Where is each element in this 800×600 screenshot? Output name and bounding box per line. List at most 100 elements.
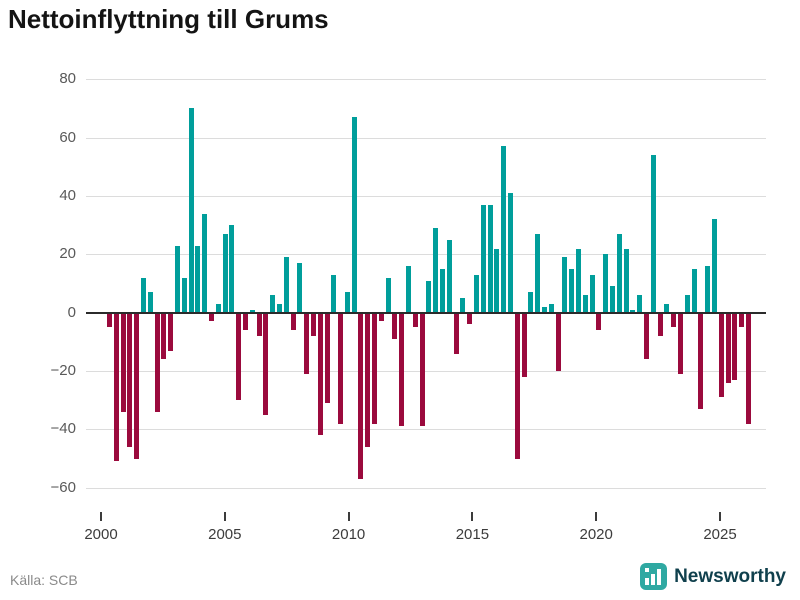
x-axis-tick xyxy=(719,512,721,521)
bar xyxy=(406,266,412,313)
bar xyxy=(290,312,296,331)
gridline xyxy=(86,137,766,139)
bar xyxy=(161,312,167,360)
bar xyxy=(304,312,310,374)
bar xyxy=(222,233,228,313)
bar xyxy=(453,312,459,354)
y-axis-label: −20 xyxy=(50,362,76,380)
bar xyxy=(745,312,751,424)
bar xyxy=(317,312,323,436)
bar xyxy=(174,245,180,313)
bar xyxy=(555,312,561,372)
bar xyxy=(643,312,649,360)
bar xyxy=(188,108,194,313)
bar xyxy=(718,312,724,398)
bar xyxy=(467,312,473,325)
bar xyxy=(691,268,697,313)
bar xyxy=(487,204,493,313)
bar xyxy=(385,277,391,313)
bar xyxy=(433,228,439,313)
gridline xyxy=(86,487,766,489)
bar xyxy=(542,306,547,313)
bar xyxy=(378,312,384,322)
x-axis-label: 2020 xyxy=(579,526,613,543)
x-axis-tick xyxy=(100,512,102,521)
bar xyxy=(263,312,269,415)
bar xyxy=(698,312,704,409)
gridline xyxy=(86,196,766,197)
bar xyxy=(229,225,235,313)
bar xyxy=(562,257,568,313)
bar xyxy=(134,312,140,459)
x-axis-tick xyxy=(223,512,226,521)
x-axis-label: 2015 xyxy=(455,526,490,543)
chart-title: Nettoinflyttning till Grums xyxy=(8,4,329,34)
y-axis-label: 60 xyxy=(59,128,76,146)
bar xyxy=(181,277,187,313)
source-note: Källa: SCB xyxy=(10,572,78,588)
bar xyxy=(426,280,432,313)
x-axis-tick xyxy=(347,512,350,521)
bar xyxy=(249,309,255,313)
bar xyxy=(310,312,316,337)
bar xyxy=(725,312,731,383)
bar xyxy=(711,219,717,313)
bar xyxy=(528,292,534,313)
bar xyxy=(575,248,581,313)
y-axis-label: 40 xyxy=(59,187,76,204)
bar xyxy=(657,312,663,337)
bar xyxy=(684,295,690,313)
bar xyxy=(358,312,364,479)
bar xyxy=(154,312,160,412)
bar xyxy=(107,312,112,328)
bar xyxy=(603,254,609,313)
bar xyxy=(650,155,656,313)
bar xyxy=(480,204,486,313)
bar xyxy=(616,233,622,313)
bar xyxy=(508,193,514,313)
bar xyxy=(270,295,276,313)
bar xyxy=(331,274,337,313)
bar xyxy=(548,303,554,313)
bar-chart-icon xyxy=(640,563,668,590)
bar xyxy=(501,146,507,313)
bar xyxy=(664,303,670,313)
bar xyxy=(569,268,575,313)
gridline xyxy=(86,371,766,373)
y-axis-label: 80 xyxy=(59,70,76,88)
bar xyxy=(338,312,344,424)
bar xyxy=(589,274,595,313)
bar xyxy=(372,312,378,424)
bar xyxy=(705,266,711,313)
y-axis-label: −60 xyxy=(50,478,76,496)
x-axis-tick xyxy=(471,512,474,521)
bar xyxy=(732,312,738,380)
bar xyxy=(460,298,466,313)
gridline xyxy=(86,429,766,431)
bar xyxy=(474,274,480,313)
bar xyxy=(283,257,289,313)
bar xyxy=(127,312,133,447)
x-axis-tick xyxy=(595,512,598,521)
bar xyxy=(412,312,418,328)
bar xyxy=(535,233,541,313)
bar xyxy=(637,295,643,313)
bar xyxy=(297,263,303,313)
newsworthy-logo: Newsworthy xyxy=(640,563,786,590)
bar xyxy=(392,312,398,339)
bar xyxy=(195,245,201,313)
bar xyxy=(514,312,520,459)
zero-axis-line xyxy=(86,311,766,314)
bar xyxy=(236,312,242,401)
bar xyxy=(120,312,126,412)
bar xyxy=(202,213,208,313)
bar xyxy=(494,248,500,313)
y-axis-label: −40 xyxy=(50,420,76,438)
bar xyxy=(168,312,174,351)
bar xyxy=(419,312,425,427)
bar xyxy=(242,312,248,331)
y-axis-label: 20 xyxy=(59,245,76,263)
bar xyxy=(351,117,357,313)
bar xyxy=(276,303,282,313)
